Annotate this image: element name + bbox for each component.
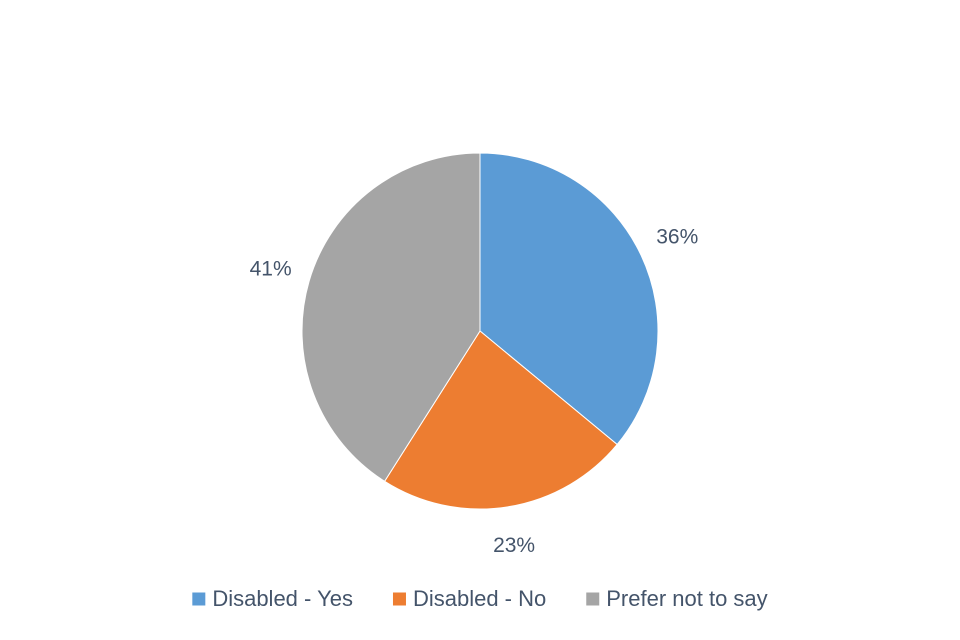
legend-swatch xyxy=(586,592,600,606)
legend-swatch xyxy=(392,592,406,606)
legend-label: Prefer not to say xyxy=(606,586,767,611)
pie-slice xyxy=(301,152,481,482)
legend-swatch xyxy=(192,592,206,606)
data-label: 41% xyxy=(250,258,292,281)
pie-slice xyxy=(383,330,618,510)
legend-label: Disabled - Yes xyxy=(212,586,353,611)
legend-label: Disabled - No xyxy=(413,586,546,611)
data-label: 23% xyxy=(493,534,535,557)
pie-slice xyxy=(479,152,659,446)
data-label: 36% xyxy=(656,226,698,249)
